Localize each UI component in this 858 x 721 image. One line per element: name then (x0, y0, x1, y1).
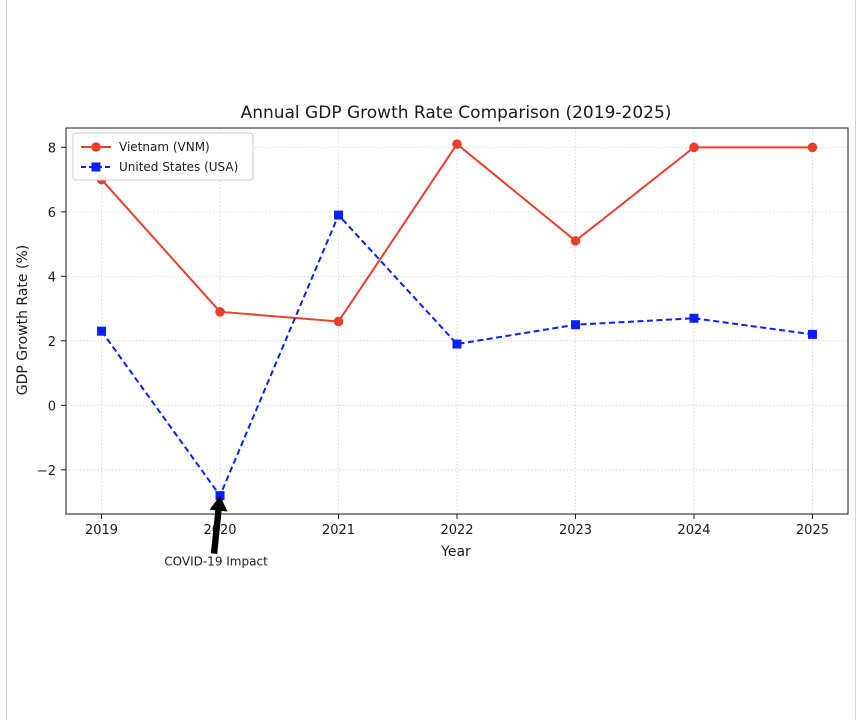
series-lines (96, 139, 818, 501)
data-point-1-2019 (97, 326, 107, 336)
legend-label-1: United States (USA) (119, 160, 238, 174)
x-tick-label-2021: 2021 (322, 523, 355, 538)
legend-marker-0 (91, 142, 101, 152)
x-tick-label-2025: 2025 (796, 523, 829, 538)
legend-label-0: Vietnam (VNM) (119, 140, 210, 154)
data-point-0-2025 (807, 142, 818, 153)
legend-box (72, 132, 254, 181)
data-point-1-2023 (570, 320, 580, 330)
x-axis-label: Year (440, 544, 471, 560)
data-point-1-2025 (807, 329, 817, 339)
y-tick-label-1: 0 (48, 399, 56, 414)
data-point-1-2022 (452, 339, 462, 349)
covid-annotation-arrow (209, 495, 228, 554)
x-tick-label-2022: 2022 (440, 523, 473, 538)
x-tick-label-2019: 2019 (85, 523, 118, 538)
covid-annotation-label: COVID-19 Impact (164, 555, 268, 569)
data-point-1-2021 (334, 210, 344, 220)
legend-marker-1 (91, 162, 101, 172)
y-tick-label-3: 4 (48, 270, 56, 285)
y-tick-label-5: 8 (48, 141, 56, 156)
axes: 2019 2020 2021 2022 2023 2024 2025 −2 0 2 4 6 8 (37, 127, 849, 538)
data-point-0-2021 (333, 316, 344, 327)
grid-lines (66, 128, 848, 514)
data-point-0-2020 (215, 307, 225, 317)
y-tick-label-4: 6 (48, 206, 56, 221)
data-point-0-2023 (570, 236, 581, 246)
x-tick-label-2023: 2023 (559, 523, 592, 538)
x-tick-label-2024: 2024 (677, 523, 710, 538)
y-tick-label-2: 2 (48, 335, 56, 350)
x-tick-label-2020: 2020 (203, 523, 236, 538)
data-point-1-2024 (689, 313, 699, 323)
annotation: COVID-19 Impact (164, 495, 268, 569)
y-tick-label-0: −2 (37, 464, 56, 479)
y-axis-label: GDP Growth Rate (%) (15, 245, 31, 395)
data-point-0-2022 (452, 139, 462, 149)
chart-title: Annual GDP Growth Rate Comparison (2019-… (241, 103, 672, 123)
page-frame (6, 0, 856, 720)
legend: Vietnam (VNM) United States (USA) (72, 132, 254, 181)
data-point-0-2024 (689, 142, 699, 153)
